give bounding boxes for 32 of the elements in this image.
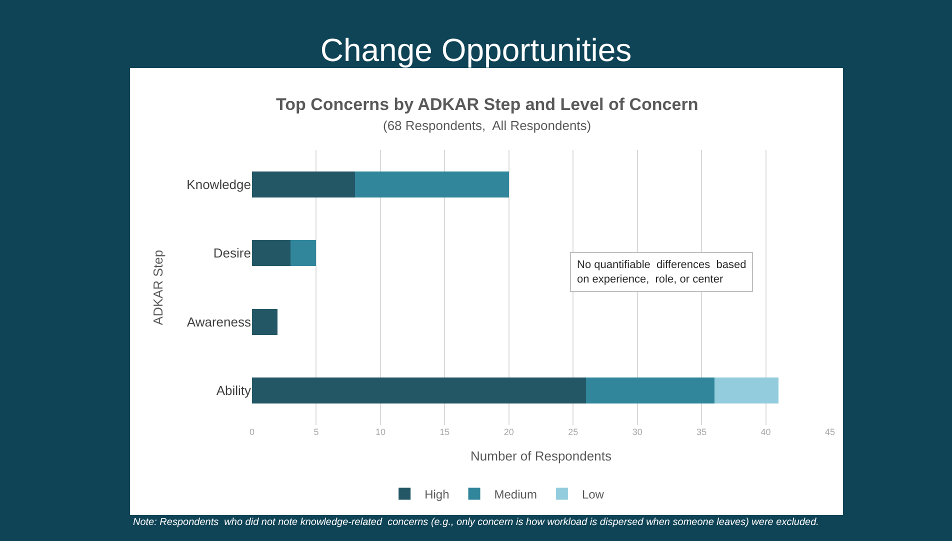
legend-label: Low bbox=[582, 487, 604, 502]
y-tick-label: Desire bbox=[213, 246, 251, 261]
x-tick-label: 40 bbox=[760, 427, 771, 437]
x-tick-label: 45 bbox=[824, 427, 836, 437]
bar bbox=[290, 240, 316, 266]
x-tick-label: 35 bbox=[696, 427, 707, 437]
legend-label: Medium bbox=[494, 487, 537, 502]
x-tick-label: 5 bbox=[314, 427, 319, 437]
bar bbox=[252, 378, 586, 404]
bar bbox=[354, 171, 509, 198]
x-tick-label: 10 bbox=[375, 427, 386, 437]
x-tick-label: 15 bbox=[440, 427, 450, 437]
bar bbox=[252, 240, 291, 266]
bar bbox=[252, 171, 355, 198]
y-tick-label: Awareness bbox=[186, 314, 252, 330]
text: Note: Respondents who did not note knowledge-related concerns (e.g., only concern is how workload is dispersed when someone leaves) were excluded. bbox=[133, 517, 819, 528]
chart-title: Change Opportunities bbox=[320, 32, 632, 68]
y-tick-label: Knowledge bbox=[186, 176, 251, 192]
y-tick-label: Ability bbox=[216, 383, 252, 398]
bar bbox=[252, 308, 278, 335]
bar bbox=[714, 378, 779, 404]
chart-subtitle: Top Concerns by ADKAR Step and Level of Concern bbox=[276, 95, 698, 114]
text: (68 Respondents, All Respondents) bbox=[383, 118, 592, 133]
x-axis-title: Number of Respondents bbox=[470, 448, 612, 464]
bar bbox=[586, 378, 714, 404]
y-axis-title: ADKAR Step bbox=[150, 250, 166, 326]
x-tick-label: 20 bbox=[504, 427, 514, 437]
x-tick-label: 0 bbox=[249, 427, 255, 437]
annotation: No quantifiable differences based on experience, role, or center bbox=[577, 259, 746, 286]
x-tick-label: 30 bbox=[632, 427, 642, 437]
legend-label: High bbox=[424, 487, 450, 502]
x-tick-label: 25 bbox=[568, 427, 578, 437]
